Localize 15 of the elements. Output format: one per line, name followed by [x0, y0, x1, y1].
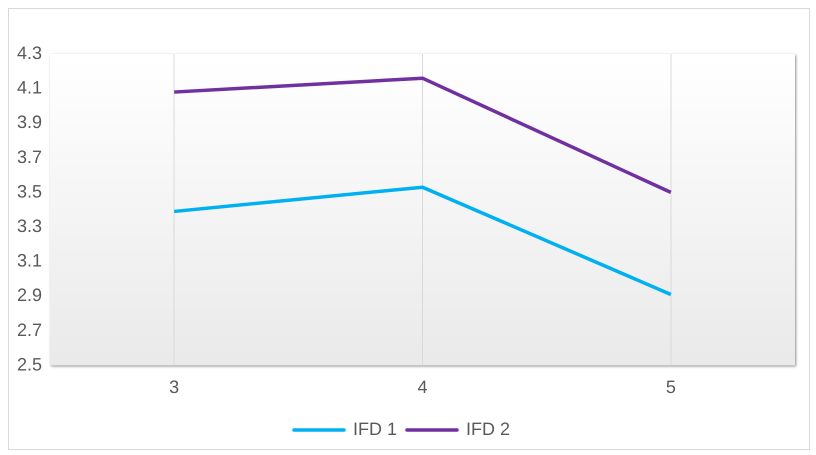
y-tick-label: 4.3 [16, 42, 42, 63]
x-tick-label: 3 [169, 377, 180, 398]
y-tick-label: 2.5 [16, 354, 42, 374]
y-tick-label: 3.3 [16, 216, 42, 236]
legend-label: IFD 2 [466, 418, 510, 439]
y-tick-label: 3.1 [16, 250, 42, 271]
legend-label: IFD 1 [352, 418, 398, 439]
x-tick-label: 5 [666, 377, 676, 398]
y-tick-label: 2.7 [16, 320, 42, 340]
y-tick-label: 3.7 [16, 146, 42, 167]
y-tick-label: 4.1 [16, 78, 42, 98]
y-tick-label: 2.9 [16, 285, 42, 306]
x-tick-label: 4 [418, 377, 428, 398]
y-tick-label: 3.9 [16, 112, 42, 132]
y-tick-label: 3.5 [16, 181, 42, 202]
